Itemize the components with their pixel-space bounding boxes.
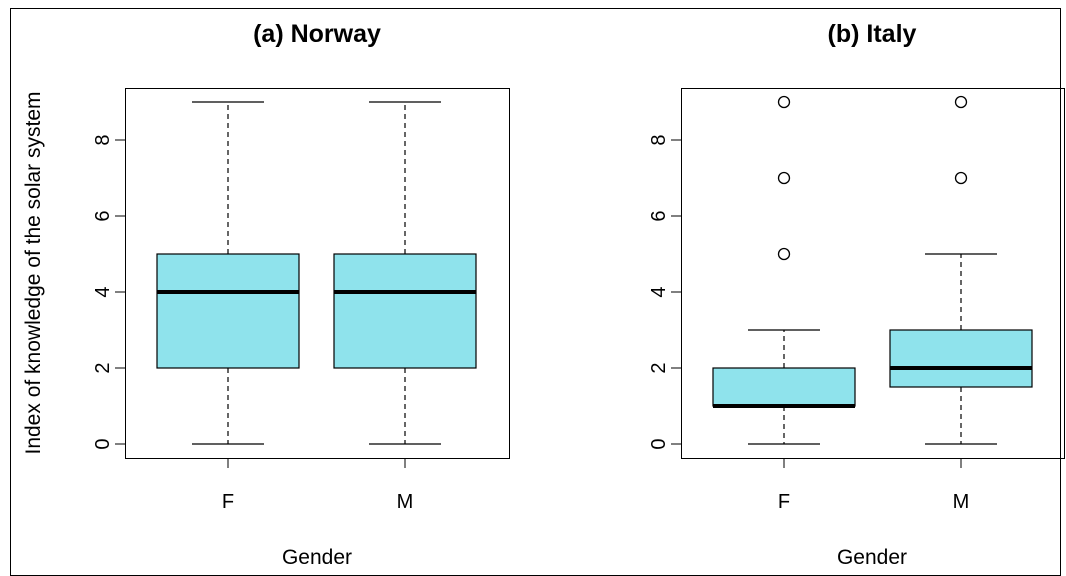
outlier-point <box>777 247 791 261</box>
box <box>333 253 477 369</box>
y-tick-label: 8 <box>92 134 114 145</box>
x-tick-label: F <box>778 491 790 513</box>
outlier-point <box>954 171 968 185</box>
x-axis-label: Gender <box>837 546 907 569</box>
panel-norway: (a) Norway Index of knowledge of the sol… <box>22 20 510 569</box>
box <box>156 253 300 369</box>
outlier-point <box>777 95 791 109</box>
box <box>889 329 1033 388</box>
box <box>712 367 856 407</box>
y-tick-label: 6 <box>92 210 114 221</box>
outlier-point <box>777 171 791 185</box>
panel-italy: (b) Italy Gender 0 2 4 6 8 F M <box>648 20 1065 569</box>
panel-title: (b) Italy <box>828 20 917 48</box>
y-tick-label: 4 <box>648 286 670 297</box>
y-tick-label: 4 <box>92 286 114 297</box>
plot-marks: 0 2 4 6 8 F M <box>92 88 510 513</box>
plot-frame <box>125 88 510 459</box>
plot-frame <box>681 88 1065 459</box>
y-tick-label: 8 <box>648 134 670 145</box>
plot-marks: 0 2 4 6 8 F M <box>648 88 1065 513</box>
y-tick-label: 2 <box>648 362 670 373</box>
panel-title: (a) Norway <box>253 20 381 48</box>
x-tick-label: M <box>397 491 414 513</box>
x-tick-label: M <box>953 491 970 513</box>
y-tick-label: 6 <box>648 210 670 221</box>
y-axis-label: Index of knowledge of the solar system <box>22 91 45 454</box>
y-tick-label: 0 <box>648 438 670 449</box>
y-tick-label: 2 <box>92 362 114 373</box>
outlier-point <box>954 95 968 109</box>
x-axis-label: Gender <box>282 546 352 569</box>
y-tick-label: 0 <box>92 438 114 449</box>
x-tick-label: F <box>222 491 234 513</box>
